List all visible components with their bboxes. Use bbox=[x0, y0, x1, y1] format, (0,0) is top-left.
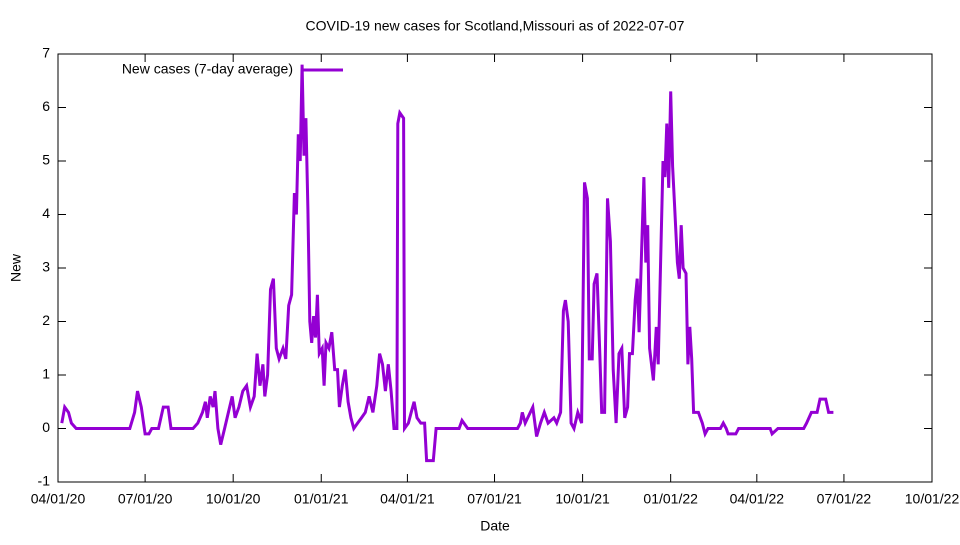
y-tick-label: 2 bbox=[42, 312, 50, 328]
x-tick-label: 01/01/21 bbox=[294, 491, 349, 507]
plot-frame bbox=[57, 53, 933, 483]
x-tick-label: 04/01/22 bbox=[730, 491, 785, 507]
data-line bbox=[60, 64, 834, 463]
x-tick-label: 07/01/21 bbox=[467, 491, 522, 507]
y-tick-label: 7 bbox=[42, 45, 50, 61]
legend-label: New cases (7-day average) bbox=[122, 61, 293, 77]
y-tick-label: 6 bbox=[42, 98, 50, 114]
x-tick-label: 10/01/21 bbox=[555, 491, 610, 507]
y-tick-label: 4 bbox=[42, 205, 50, 221]
x-tick-label: 07/01/22 bbox=[817, 491, 872, 507]
chart-title: COVID-19 new cases for Scotland,Missouri… bbox=[306, 18, 685, 34]
y-tick-label: 1 bbox=[42, 366, 50, 382]
x-tick-label: 01/01/22 bbox=[643, 491, 698, 507]
x-tick-label: 10/01/22 bbox=[905, 491, 960, 507]
y-tick-label: 3 bbox=[42, 259, 50, 275]
x-tick-label: 04/01/21 bbox=[380, 491, 435, 507]
x-tick-label: 04/01/20 bbox=[31, 491, 86, 507]
y-tick-label: 0 bbox=[42, 419, 50, 435]
x-axis-label: Date bbox=[480, 518, 510, 534]
x-tick-label: 10/01/20 bbox=[206, 491, 261, 507]
y-tick-label: 5 bbox=[42, 152, 50, 168]
x-tick-label: 07/01/20 bbox=[118, 491, 173, 507]
y-tick-label: -1 bbox=[38, 473, 51, 489]
y-axis-label: New bbox=[8, 253, 24, 282]
